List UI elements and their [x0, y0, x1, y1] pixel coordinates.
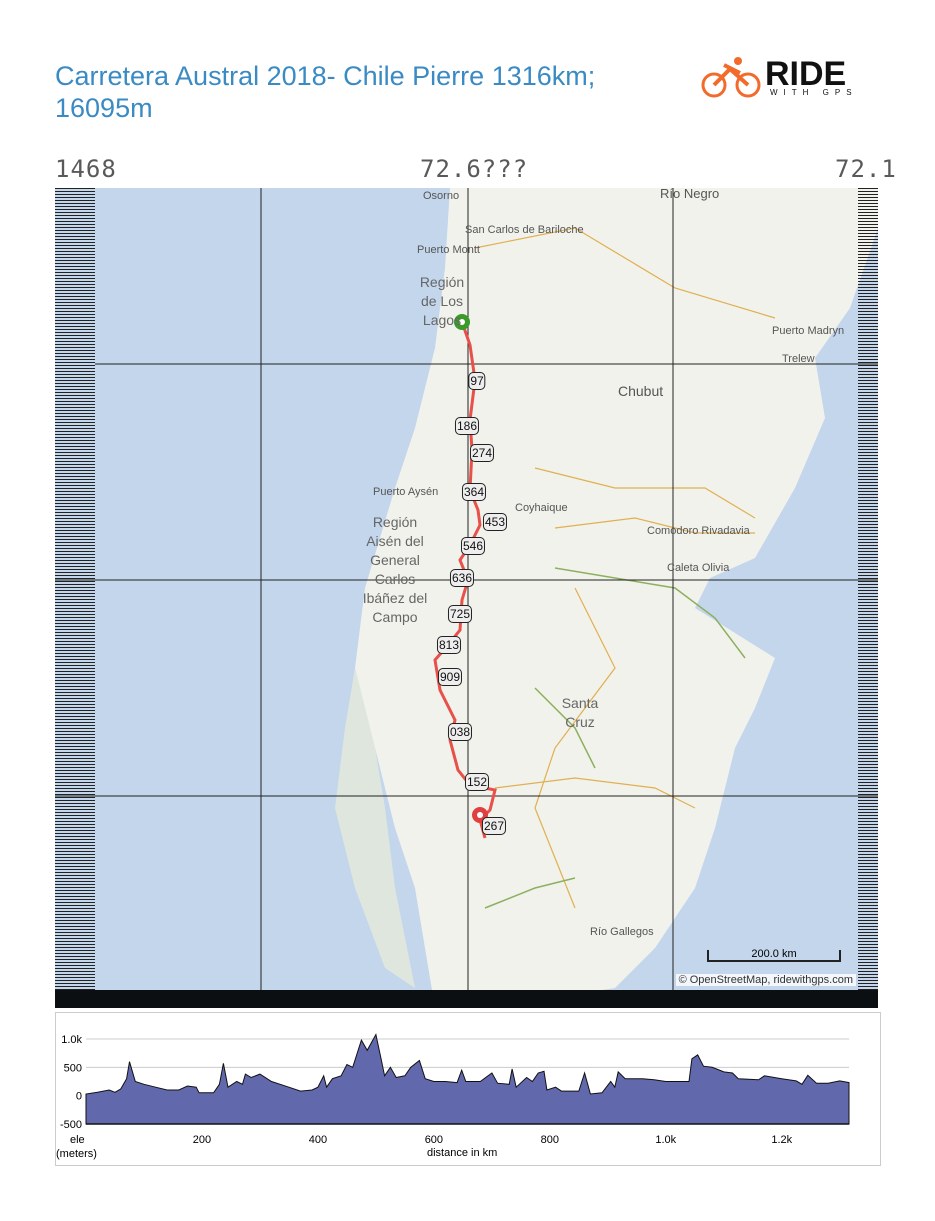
roads — [474, 227, 776, 909]
frame-hatch-left — [55, 188, 95, 990]
distance-marker: 546 — [460, 537, 486, 555]
fjord-islands — [335, 668, 415, 988]
rivers — [484, 567, 746, 909]
frame-label-right: 72.1 — [835, 155, 897, 183]
x-tick-label: 1.2k — [771, 1134, 792, 1146]
distance-marker: 038 — [447, 723, 473, 741]
logo-subtext: WITH GPS — [770, 88, 858, 97]
region-label: Región Aisén del General Carlos Ibáñez d… — [362, 514, 428, 625]
x-tick-label: 800 — [541, 1134, 559, 1146]
place-label: San Carlos de Bariloche — [465, 224, 584, 236]
map-canvas — [55, 188, 878, 1008]
place-label: Coyhaique — [515, 502, 568, 514]
elevation-profile: 1.0k 500 0 -500 200 400 600 800 1.0k 1.2k ele (me… — [55, 1012, 881, 1166]
distance-marker: 453 — [482, 513, 508, 531]
distance-marker: 636 — [449, 569, 475, 587]
distance-marker: 813 — [436, 636, 462, 654]
frame-label-center: 72.6??? — [420, 155, 529, 183]
x-tick-label: 400 — [309, 1134, 327, 1146]
x-tick-label: 1.0k — [655, 1134, 676, 1146]
start-pin-icon — [454, 314, 470, 330]
land — [355, 188, 878, 1008]
distance-marker: 186 — [454, 417, 480, 435]
elevation-chart: 1.0k 500 0 -500 200 400 600 800 1.0k 1.2k — [60, 1033, 850, 1146]
y-axis-label-line2: (meters) — [56, 1148, 97, 1160]
x-tick-label: 600 — [425, 1134, 443, 1146]
y-tick-label: -500 — [60, 1119, 82, 1131]
distance-marker: 152 — [464, 773, 490, 791]
ridewithgps-logo: RIDE WITH GPS — [700, 55, 885, 100]
distance-marker: 97 — [468, 372, 486, 390]
map-attribution[interactable]: © OpenStreetMap, ridewithgps.com — [675, 974, 856, 986]
distance-marker: 909 — [437, 668, 463, 686]
y-axis-label-line1: ele — [70, 1134, 85, 1146]
y-tick-label: 0 — [76, 1091, 82, 1103]
frame-label-left: 1468 — [55, 155, 117, 183]
elevation-area — [85, 1033, 850, 1125]
x-tick-label: 200 — [193, 1134, 211, 1146]
place-label: Trelew — [782, 353, 815, 365]
distance-marker: 364 — [461, 483, 487, 501]
place-label: Chubut — [618, 383, 664, 399]
distance-marker: 274 — [469, 444, 495, 462]
place-label: Puerto Aysén — [373, 486, 439, 498]
place-label: Caleta Olivia — [667, 562, 730, 574]
place-label: Osorno — [423, 190, 460, 202]
place-label: Puerto Madryn — [772, 325, 845, 337]
y-tick-label: 1.0k — [61, 1034, 82, 1046]
route-map[interactable]: Osorno Río Negro San Carlos de Bariloche… — [55, 188, 878, 1008]
route-title: Carretera Austral 2018- Chile Pierre 131… — [55, 61, 596, 123]
distance-marker: 267 — [481, 817, 507, 835]
logo-text: RIDE — [765, 55, 847, 93]
place-label: Puerto Montt — [417, 244, 480, 256]
distance-marker: 725 — [447, 605, 473, 623]
cyclist-icon — [701, 57, 761, 98]
y-tick-label: 500 — [64, 1062, 82, 1074]
frame-hatch-right — [858, 188, 878, 990]
place-label: Río Gallegos — [590, 926, 654, 938]
scale-bar: 200.0 km — [707, 949, 841, 962]
region-label: Región de Los Lagos — [419, 274, 465, 328]
x-axis-label: distance in km — [427, 1147, 498, 1159]
place-label: Comodoro Rivadavia — [647, 525, 750, 537]
place-label: Río Negro — [660, 188, 720, 201]
place-label: Santa Cruz — [561, 695, 599, 730]
map-footer-bar — [55, 990, 878, 1008]
